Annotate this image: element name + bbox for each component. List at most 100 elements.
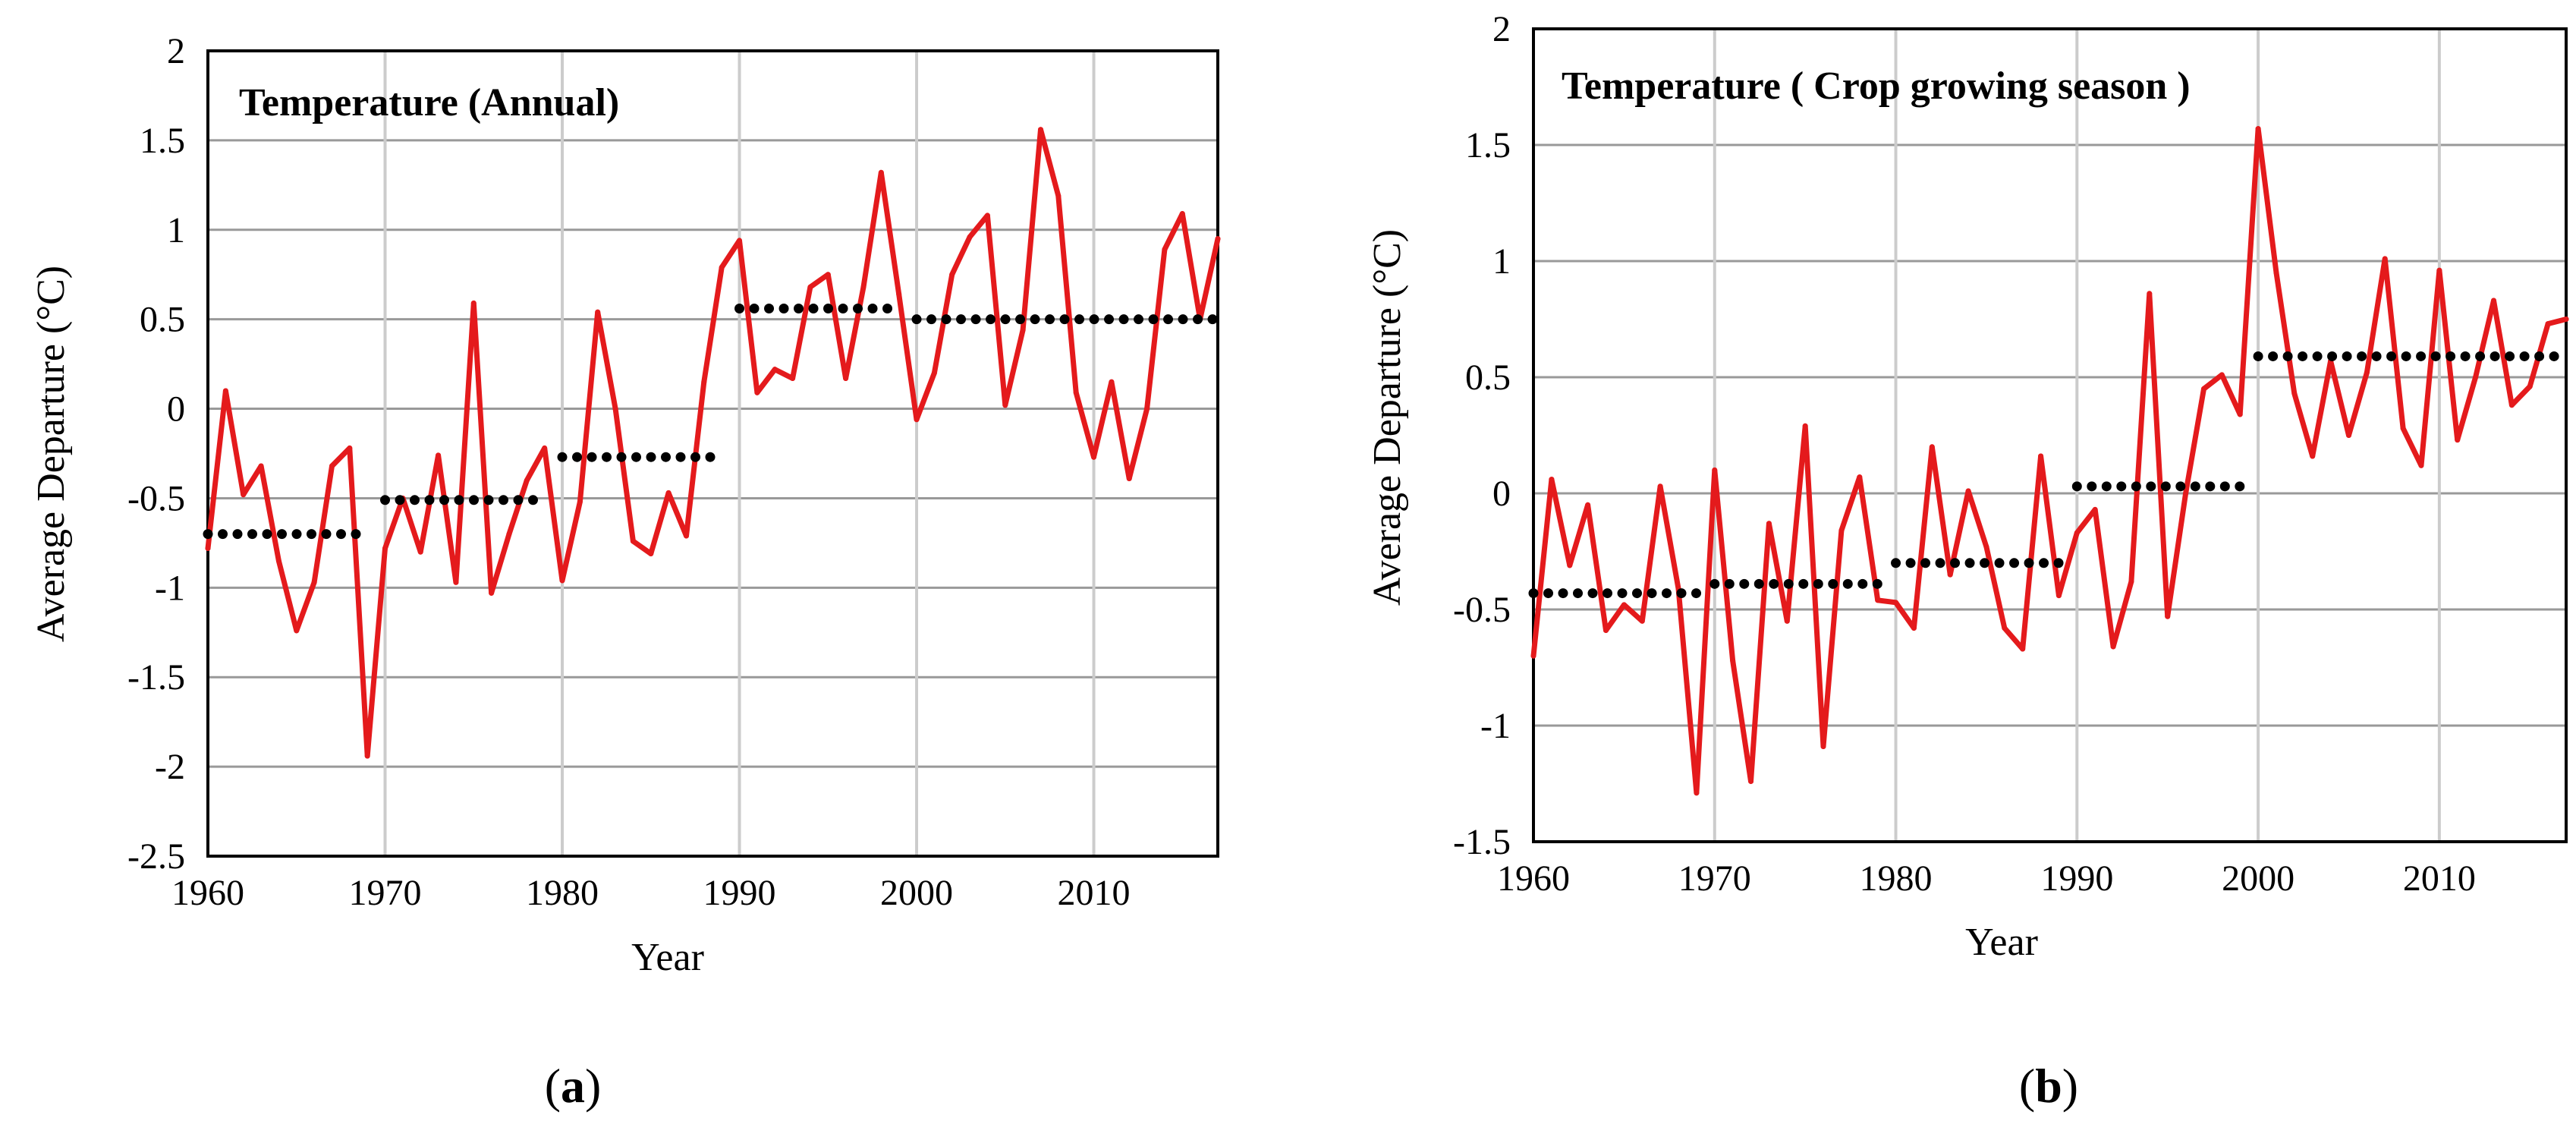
chart-b-data-point [2291,390,2298,396]
chart-a-x-tick-label: 1970 [349,873,422,913]
chart-a-data-point [737,238,743,244]
chart-b-data-point [1965,488,1971,494]
chart-a-y-tick-label: -1.5 [127,657,185,698]
chart-a-data-point [417,549,423,555]
chart-b-x-tick-label: 2000 [2222,858,2294,899]
chart-a-data-point [807,284,813,290]
chart-b-x-tick-label: 1980 [1860,858,1933,899]
chart-a-series-line [205,127,1221,759]
chart-a-y-ticks: -2.5 -2 -1.5 -1 -0.5 0 0.5 1 1.5 2 [127,31,185,877]
chart-b-data-point [1530,653,1536,659]
chart-b-title: Temperature ( Crop growing season ) [1562,65,2191,108]
chart-b-data-point [2002,625,2008,631]
chart-b-data-point [1802,423,1808,429]
chart-a-data-point [489,590,495,596]
chart-a-data-point [843,375,849,381]
chart-b-data-point [1893,600,1899,606]
chart-a-data-point [612,406,618,412]
chart-b-plot-frame [1532,27,2568,843]
chart-b-data-point [2110,644,2116,650]
chart-b-data-point [2382,256,2388,262]
chart-a-data-point [453,579,459,585]
chart-b-data-point [2055,593,2062,599]
chart-a-data-point [772,367,778,373]
chart-a-data-point [719,264,725,270]
chart-a-data-point [630,538,636,544]
chart-b-y-tick-label: -0.5 [1453,590,1511,630]
chart-b-data-point [1621,602,1627,608]
chart-b-data-point [2237,411,2243,417]
chart-b-x-tick-label: 1960 [1497,858,1570,899]
chart-b-y-tick-label: -1.5 [1453,822,1511,862]
chart-b-data-point [2273,269,2279,276]
chart-a-plot-frame [206,49,1219,858]
chart-b-data-point [2219,372,2225,378]
chart-a-data-point [364,753,370,759]
chart-a-data-point [1055,193,1062,199]
chart-a-y-tick-label: 0 [167,389,185,430]
chart-a-data-point [825,272,831,278]
chart-a-caption-letter: a [561,1059,585,1113]
chart-a-data-point [1126,476,1132,482]
chart-b-y-tick-label: 1 [1492,241,1511,282]
chart-b-data-point [1857,474,1863,480]
chart-b-data-point [2128,578,2134,584]
chart-a-y-tick-label: 1.5 [140,121,185,161]
chart-b-data-point [1983,543,1989,550]
chart-a-title: Temperature (Annual) [239,81,619,124]
chart-a-data-point [524,477,530,483]
chart-b-y-ticks: -1.5 -1 -0.5 0 0.5 1 1.5 2 [1453,9,1511,862]
chart-b-caption: (b) [2019,1059,2078,1113]
chart-a-data-point [347,445,353,451]
chart-b-data-point [2473,374,2479,380]
chart-b-data-point [2418,462,2424,468]
chart-a-data-point [754,389,760,395]
chart-a-data-point [1037,127,1043,133]
chart-b-data-point [1730,657,1736,663]
chart-a-data-point [311,579,317,585]
chart-a-data-point [577,499,583,505]
chart-b-data-point [1875,597,1881,603]
chart-b-data-point [2200,386,2206,392]
chart-a-y-axis-label: Average Departure (°C) [30,266,73,642]
chart-a-x-axis-label: Year [631,936,704,979]
chart-b-data-point [1712,467,1718,473]
chart-b-data-point [1838,527,1845,534]
chart-b-y-tick-label: 0.5 [1465,357,1511,398]
chart-a-data-point [949,272,955,278]
chart-b-x-axis-label: Year [1965,921,2038,964]
chart-a-x-ticks: 1960 1970 1980 1990 2000 2010 [171,873,1131,913]
chart-a-data-point [329,463,335,469]
chart-a-y-tick-label: -1 [155,568,185,608]
chart-b-caption-letter: b [2035,1059,2062,1113]
chart-a-data-point [931,370,937,376]
chart-b-data-point [2364,370,2370,376]
chart-b-y-tick-label: 2 [1492,9,1511,49]
chart-a-data-point [205,545,211,551]
chart-a-data-point [984,213,990,219]
chart-b-data-point [2038,453,2044,459]
chart-a-data-point [1109,379,1115,385]
chart-a-data-point [1020,327,1026,333]
chart-b-data-point [2400,425,2406,431]
chart-b-y-tick-label: -1 [1480,706,1511,746]
chart-b-data-point [2455,437,2461,443]
chart-b-marks [1528,126,2571,796]
chart-a-data-point [1073,389,1079,395]
chart-a-data-point [860,284,867,290]
chart-a-y-tick-label: 2 [167,31,185,71]
chart-b-data-point [2183,490,2189,496]
chart-b-y-tick-label: 1.5 [1465,125,1511,165]
chart-b-data-point [2310,453,2316,459]
chart-b-data-point [1947,572,1953,578]
chart-a-data-point [648,551,654,557]
chart-a-y-tick-label: -2 [155,747,185,787]
chart-a-data-point [914,417,920,423]
chart-b-data-point [2527,383,2533,389]
chart-b-data-point [1549,477,1555,483]
chart-b-series-line [1530,126,2569,796]
chart-b-data-point [1911,625,1917,631]
chart-b-data-point [1603,628,1609,634]
